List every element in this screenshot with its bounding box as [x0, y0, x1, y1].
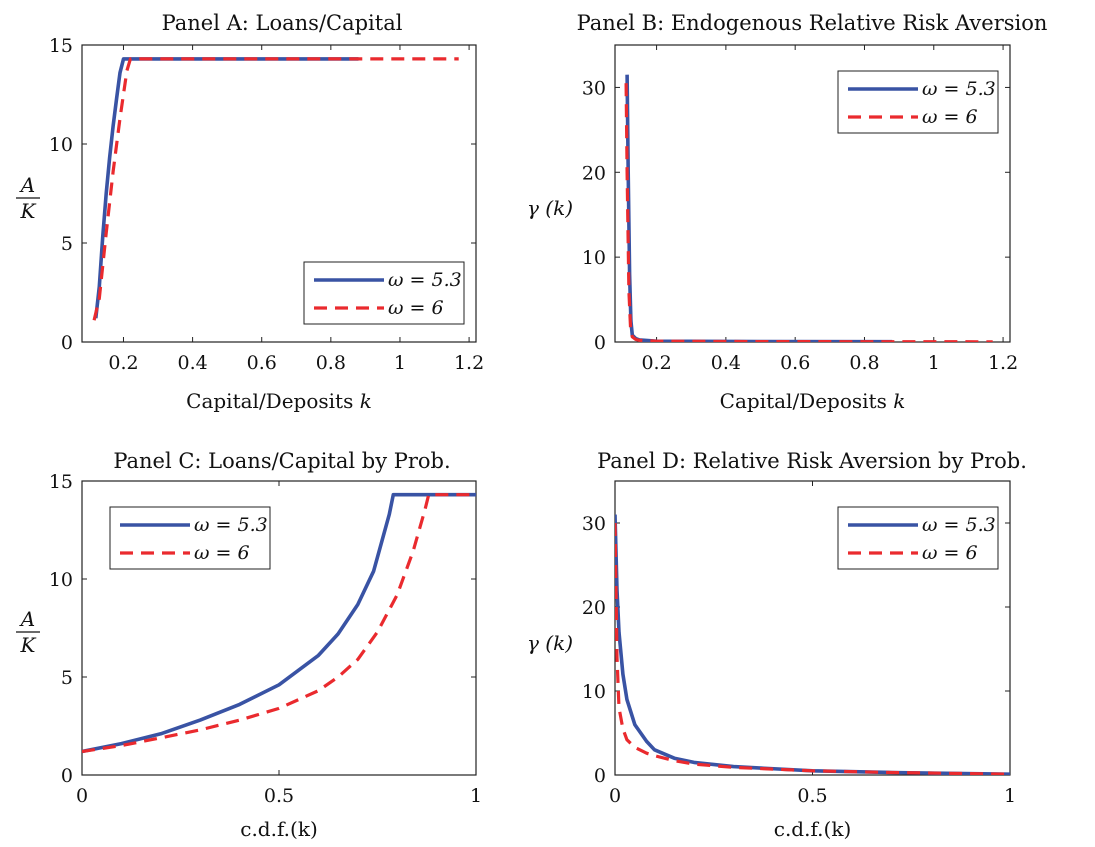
panel-b-legend: ω = 5.3 ω = 6	[837, 70, 999, 134]
panel-c-title: Panel C: Loans/Capital by Prob.	[113, 449, 450, 473]
panel-d-xtick-label-0: 0	[609, 785, 621, 807]
panel-d-xlabel: c.d.f.(k)	[774, 817, 852, 841]
panel-d-xtick-label-1: 0.5	[797, 785, 827, 807]
panel-a-ytick-label-0: 0	[61, 332, 73, 354]
panel-a-ylabel: AK	[16, 173, 40, 223]
panel-a-legend-label-1: ω = 5.3	[388, 269, 462, 291]
panel-b-ylabel: γ (k)	[527, 196, 573, 220]
panel-a-xtick-label-3: 0.8	[316, 352, 346, 374]
panel-a-xtick-label-2: 0.6	[247, 352, 277, 374]
panel-b-ytick-label-2: 20	[582, 162, 606, 184]
panel-b-ytick-label-0: 0	[594, 332, 606, 354]
panel-b-ytick-label-3: 30	[582, 77, 606, 99]
panel-b-legend-label-1: ω = 5.3	[922, 78, 996, 100]
panel-a-xlabel: Capital/Deposits k	[186, 389, 372, 413]
panel-d-legend-box	[837, 506, 999, 570]
panel-c-legend-label-2: ω = 6	[194, 542, 250, 564]
panel-a-xtick-label-1: 0.4	[177, 352, 207, 374]
panel-b: Panel B: Endogenous Relative Risk Aversi…	[527, 11, 1047, 413]
panel-b-xtick-label-3: 0.8	[849, 352, 879, 374]
panel-c-series-2-line	[82, 493, 476, 754]
panel-a-ytick-label-2: 10	[49, 134, 73, 156]
panel-c-ylabel-denominator: K	[20, 633, 37, 657]
panel-b-legend-label-2: ω = 6	[922, 106, 978, 128]
panel-a-ylabel-numerator: A	[19, 173, 35, 197]
panel-d-ytick-label-3: 30	[582, 513, 606, 535]
panel-a-ytick-label-1: 5	[61, 233, 73, 255]
panel-b-xtick-label-0: 0.2	[641, 352, 671, 374]
panel-b-xtick-label-5: 1.2	[988, 352, 1018, 374]
panel-a-ylabel-denominator: K	[20, 199, 37, 223]
panel-c-ylabel: AK	[16, 607, 40, 657]
panel-b-xtick-label-4: 1	[928, 352, 940, 374]
panel-d-legend-label-2: ω = 6	[922, 542, 978, 564]
panel-c-ytick-label-2: 10	[49, 569, 73, 591]
panel-a-legend-box	[303, 261, 465, 325]
panel-c-ylabel-numerator: A	[19, 607, 35, 631]
panel-d: Panel D: Relative Risk Aversion by Prob.…	[527, 449, 1027, 841]
panel-c: Panel C: Loans/Capital by Prob.0 0.5 10510…	[16, 449, 482, 841]
panel-c-ytick-label-0: 0	[61, 765, 73, 787]
panel-a: Panel A: Loans/Capital 0.2 0.4 0.6 0.8 1 1.2 0 5…	[16, 11, 484, 413]
panel-c-xtick-label-1: 0.5	[264, 785, 294, 807]
panel-a-xtick-label-0: 0.2	[108, 352, 138, 374]
panel-b-xlabel: Capital/Deposits k	[720, 389, 906, 413]
panel-a-ytick-label-3: 15	[49, 35, 73, 57]
panel-c-legend: ω = 5.3 ω = 6	[109, 506, 271, 570]
panel-b-xtick-label-2: 0.6	[780, 352, 810, 374]
panel-c-ytick-label-3: 15	[49, 471, 73, 493]
panel-d-legend-label-1: ω = 5.3	[922, 514, 996, 536]
panel-a-xtick-label-4: 1	[394, 352, 406, 374]
panel-d-ytick-label-1: 10	[582, 681, 606, 703]
panel-a-xtick-label-5: 1.2	[454, 352, 484, 374]
panel-c-xtick-label-2: 1	[470, 785, 482, 807]
panel-d-title: Panel D: Relative Risk Aversion by Prob.	[597, 449, 1027, 473]
panel-d-series-1-line	[615, 514, 1010, 775]
panel-a-title: Panel A: Loans/Capital	[162, 11, 403, 35]
panel-d-ytick-label-0: 0	[594, 765, 606, 787]
panel-b-legend-box	[837, 70, 999, 134]
panel-a-legend-label-2: ω = 6	[388, 297, 444, 319]
panel-b-title: Panel B: Endogenous Relative Risk Aversi…	[577, 11, 1048, 35]
panel-a-legend: ω = 5.3 ω = 6	[303, 261, 465, 325]
panel-c-legend-box	[109, 506, 271, 570]
panel-d-legend: ω = 5.3 ω = 6	[837, 506, 999, 570]
panel-c-series-1-line	[82, 492, 476, 754]
panel-c-legend-label-1: ω = 5.3	[194, 514, 268, 536]
panel-b-ytick-label-1: 10	[582, 247, 606, 269]
panel-d-ytick-label-2: 20	[582, 597, 606, 619]
panel-c-xlabel: c.d.f.(k)	[240, 817, 318, 841]
panel-a-plot-frame	[81, 44, 477, 343]
panel-d-ylabel: γ (k)	[527, 631, 573, 655]
panel-b-series-2-line	[624, 83, 993, 342]
panel-c-xtick-label-0: 0	[76, 785, 88, 807]
panel-c-ytick-label-1: 5	[61, 667, 73, 689]
panel-b-xtick-label-1: 0.4	[711, 352, 741, 374]
panel-d-xtick-label-2: 1	[1004, 785, 1016, 807]
